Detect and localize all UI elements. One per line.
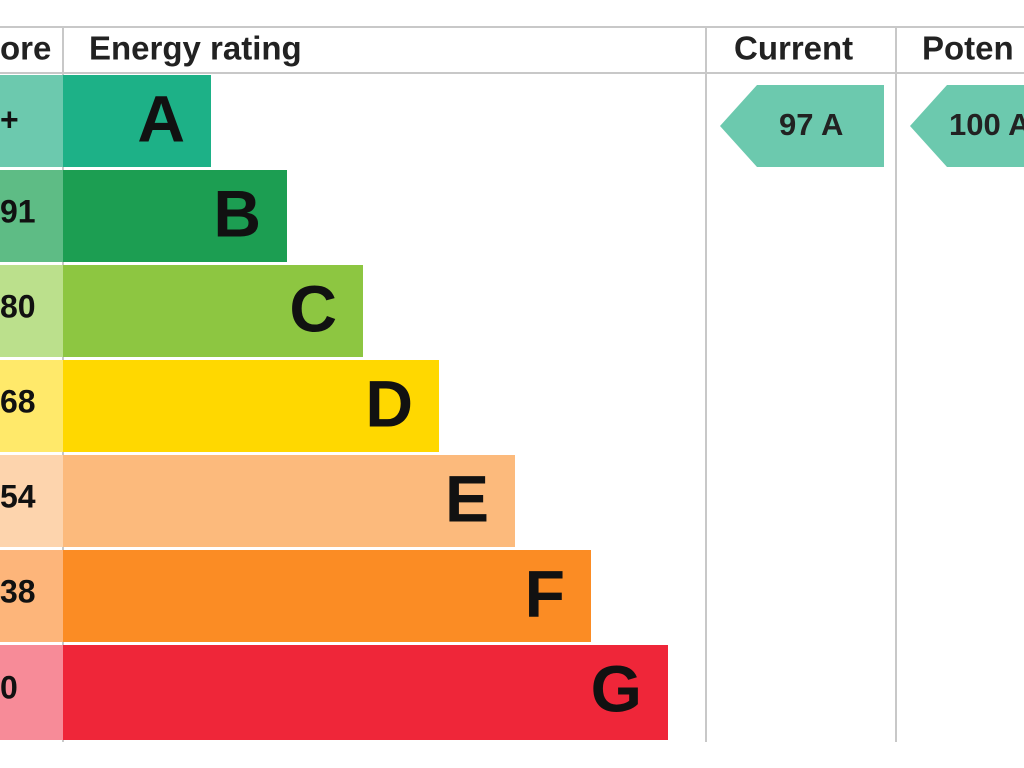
score-range: 91 xyxy=(0,193,36,229)
current-header: Current xyxy=(734,30,853,67)
score-header: ore xyxy=(0,30,51,67)
band-bar xyxy=(63,550,591,642)
score-range: + xyxy=(0,101,19,137)
band-bar xyxy=(63,455,515,547)
band-letter: F xyxy=(525,556,565,630)
band-letter: D xyxy=(365,366,413,440)
score-cell xyxy=(0,645,63,740)
current-rating: 97 A xyxy=(779,107,843,142)
band-letter: E xyxy=(445,461,489,535)
current-arrow xyxy=(720,85,884,167)
rating-header: Energy rating xyxy=(89,30,302,67)
band-letter: B xyxy=(213,176,261,250)
band-bar xyxy=(63,360,439,452)
score-cell xyxy=(0,550,63,642)
score-cell xyxy=(0,170,63,262)
score-range: 68 xyxy=(0,383,36,419)
band-letter: C xyxy=(289,271,337,345)
score-range: 54 xyxy=(0,478,36,514)
band-bar xyxy=(63,170,287,262)
band-letter: G xyxy=(591,651,642,725)
band-bar xyxy=(63,265,363,357)
band-bar xyxy=(63,645,668,740)
score-cell xyxy=(0,265,63,357)
band-bar xyxy=(63,75,211,167)
score-cell xyxy=(0,455,63,547)
potential-arrow xyxy=(910,85,1024,167)
band-letter: A xyxy=(137,81,185,155)
score-range: 38 xyxy=(0,573,36,609)
score-cell xyxy=(0,360,63,452)
potential-header: Poten xyxy=(922,30,1014,67)
score-range: 0 xyxy=(0,669,18,705)
score-range: 80 xyxy=(0,288,36,324)
score-cell xyxy=(0,75,63,167)
potential-rating: 100 A xyxy=(949,107,1024,142)
